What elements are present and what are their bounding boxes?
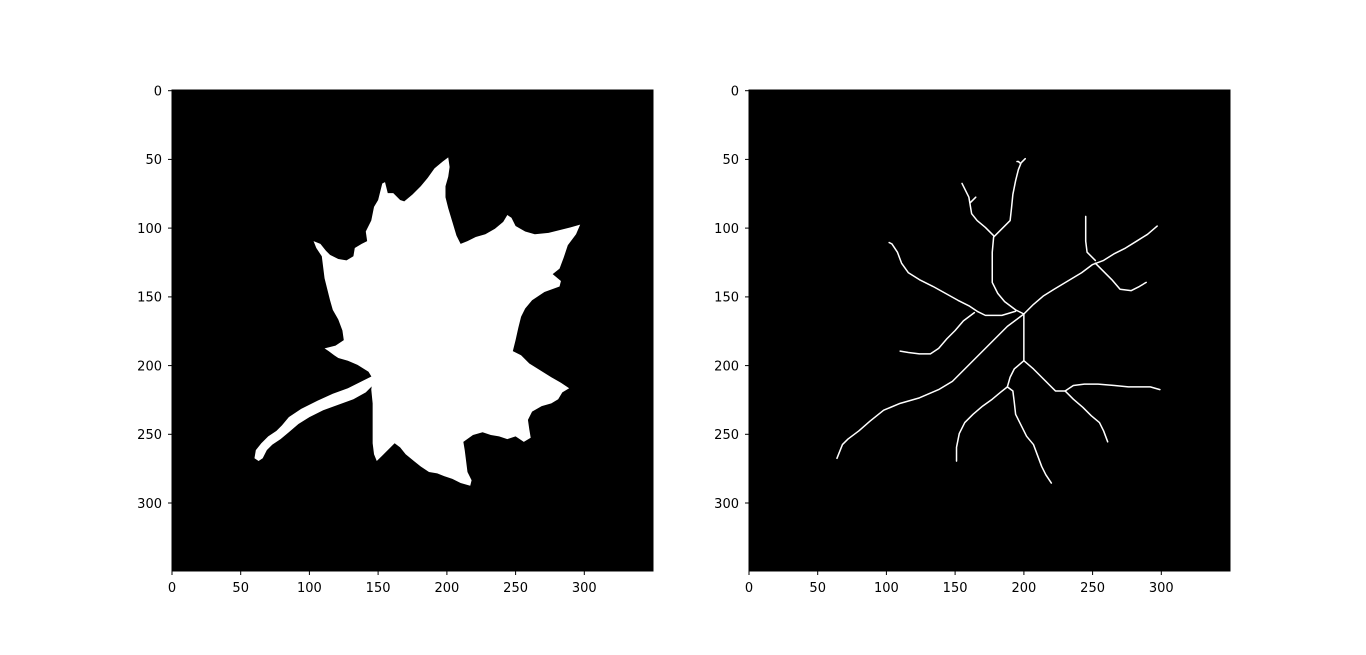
y-tick-label: 300 <box>714 497 739 512</box>
x-tick-label: 0 <box>168 581 176 596</box>
skeleton-vein <box>991 157 1026 315</box>
skeleton-vein <box>1064 390 1109 443</box>
y-tick-label: 200 <box>137 359 162 374</box>
x-tick-label: 150 <box>366 581 391 596</box>
y-axis-left: 0 50 100 150 200 250 300 <box>137 85 172 512</box>
x-axis-left: 0 50 100 150 200 250 300 <box>168 571 597 596</box>
x-tick-label: 100 <box>874 581 899 596</box>
skeleton-vein <box>1094 262 1147 292</box>
y-tick-label: 100 <box>714 222 739 237</box>
skeleton-vein <box>1016 160 1021 164</box>
skeleton-vein <box>955 359 1025 462</box>
skeleton-vein <box>961 182 995 237</box>
leaf-skeleton <box>836 157 1161 484</box>
leaf-silhouette <box>254 157 581 486</box>
skeleton-vein <box>1023 359 1161 392</box>
skeleton-vein <box>1084 215 1097 262</box>
y-tick-label: 0 <box>154 85 162 100</box>
panel-leaf-mask: 0 50 100 150 200 250 300 0 50 100 150 20… <box>137 85 654 596</box>
leaf-blade <box>313 157 581 486</box>
panel-leaf-skeleton: 0 50 100 150 200 250 300 0 50 100 150 20… <box>714 85 1231 596</box>
skeleton-vein <box>836 313 1025 460</box>
y-tick-label: 300 <box>137 497 162 512</box>
y-axis-right: 0 50 100 150 200 250 300 <box>714 85 749 512</box>
x-tick-label: 300 <box>572 581 597 596</box>
leaf-stem <box>254 375 375 462</box>
x-axis-right: 0 50 100 150 200 250 300 <box>745 571 1174 596</box>
x-tick-label: 200 <box>1011 581 1036 596</box>
x-tick-label: 250 <box>1080 581 1105 596</box>
x-tick-label: 50 <box>809 581 826 596</box>
y-tick-label: 50 <box>722 153 739 168</box>
y-tick-label: 0 <box>731 85 739 100</box>
y-tick-label: 150 <box>714 291 739 306</box>
skeleton-vein <box>1006 386 1053 484</box>
x-tick-label: 100 <box>297 581 322 596</box>
y-tick-label: 250 <box>137 428 162 443</box>
skeleton-vein <box>888 241 1017 317</box>
x-tick-label: 200 <box>434 581 459 596</box>
y-tick-label: 200 <box>714 359 739 374</box>
x-tick-label: 300 <box>1149 581 1174 596</box>
x-tick-label: 0 <box>745 581 753 596</box>
y-tick-label: 100 <box>137 222 162 237</box>
y-tick-label: 50 <box>145 153 162 168</box>
skeleton-vein <box>1023 225 1158 315</box>
x-tick-label: 250 <box>503 581 528 596</box>
y-tick-label: 250 <box>714 428 739 443</box>
x-tick-label: 150 <box>943 581 968 596</box>
x-tick-label: 50 <box>232 581 249 596</box>
skeleton-vein <box>899 311 976 355</box>
skeleton-vein <box>969 196 977 204</box>
image-area-right <box>749 90 1230 571</box>
y-tick-label: 150 <box>137 291 162 306</box>
